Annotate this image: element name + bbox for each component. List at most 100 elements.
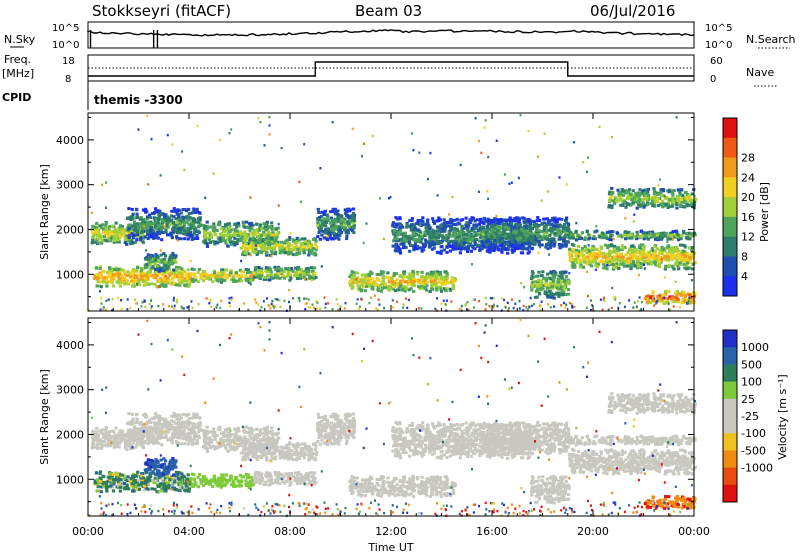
power-echo-cell <box>531 239 535 243</box>
power-echo-cell <box>405 280 409 284</box>
power-echo-cell <box>146 237 150 240</box>
power-echo-cell <box>658 249 662 253</box>
power-echo-cell <box>436 225 440 229</box>
power-echo-cell <box>617 258 621 262</box>
power-echo-cell <box>394 216 398 220</box>
power-echo-cell <box>671 251 675 255</box>
power-echo-cell <box>459 230 463 234</box>
power-echo-cell <box>689 232 693 236</box>
power-echo-cell <box>236 275 240 279</box>
power-echo-cell <box>329 216 333 220</box>
power-echo-cell <box>452 222 456 226</box>
power-echo-cell <box>612 247 616 251</box>
power-echo-cell <box>408 219 412 223</box>
power-echo-cell <box>521 231 525 234</box>
power-echo-cell <box>620 262 624 266</box>
power-speckle <box>196 124 199 128</box>
power-echo-cell <box>318 218 322 222</box>
power-echo-cell <box>611 199 615 203</box>
power-echo-cell <box>333 211 337 215</box>
power-echo-cell <box>425 284 429 288</box>
power-echo-cell <box>428 289 432 293</box>
power-echo-cell <box>141 273 146 277</box>
power-echo-cell <box>256 274 260 278</box>
power-echo-cell <box>297 251 301 255</box>
power-echo-cell <box>672 233 677 237</box>
power-echo-cell <box>112 276 116 280</box>
power-echo-cell <box>614 200 618 204</box>
power-echo-cell <box>171 281 175 285</box>
power-echo-cell <box>583 255 587 259</box>
power-echo-cell <box>336 213 340 216</box>
power-echo-cell <box>217 271 221 275</box>
power-echo-cell <box>363 284 367 288</box>
power-echo-cell <box>447 281 451 285</box>
power-echo-cell <box>680 255 684 259</box>
power-echo-cell <box>525 238 530 242</box>
power-speckle <box>653 297 656 300</box>
power-echo-cell <box>113 239 117 243</box>
power-echo-cell <box>592 256 596 260</box>
power-echo-cell <box>404 245 408 249</box>
power-echo-cell <box>237 279 241 283</box>
power-echo-cell <box>659 191 663 194</box>
power-echo-cell <box>370 277 374 281</box>
power-echo-cell <box>403 280 407 284</box>
power-echo-cell <box>186 231 190 235</box>
power-echo-cell <box>194 278 198 282</box>
power-echo-cell <box>631 260 636 263</box>
power-echo-cell <box>423 287 427 290</box>
power-echo-cell <box>614 246 618 250</box>
power-echo-cell <box>479 236 483 240</box>
power-echo-cell <box>394 239 398 243</box>
power-echo-cell <box>620 235 624 239</box>
power-echo-cell <box>296 266 301 269</box>
power-echo-cell <box>536 289 540 293</box>
power-echo-cell <box>148 273 152 277</box>
power-echo-cell <box>300 237 304 241</box>
power-echo-cell <box>98 233 102 237</box>
power-echo-cell <box>624 230 628 234</box>
power-echo-cell <box>440 277 444 281</box>
power-echo-cell <box>404 285 408 289</box>
power-echo-cell <box>411 226 415 230</box>
power-echo-cell <box>686 292 690 296</box>
power-echo-cell <box>437 216 441 220</box>
nave-label: Nave <box>746 66 774 79</box>
power-echo-cell <box>182 229 186 232</box>
power-echo-cell <box>297 271 301 275</box>
power-echo-cell <box>690 192 694 196</box>
power-echo-cell <box>610 262 614 266</box>
power-echo-cell <box>649 235 653 239</box>
power-echo-cell <box>512 242 517 245</box>
power-echo-cell <box>641 234 645 238</box>
power-echo-cell <box>551 229 555 233</box>
power-echo-cell <box>352 231 356 235</box>
power-echo-cell <box>590 246 594 250</box>
power-echo-cell <box>494 229 498 233</box>
power-echo-cell <box>316 235 320 238</box>
power-echo-cell <box>651 234 655 238</box>
power-speckle <box>243 302 246 305</box>
power-echo-cell <box>398 274 402 278</box>
power-speckle <box>459 163 462 167</box>
power-echo-cell <box>220 227 224 231</box>
power-echo-cell <box>371 285 375 289</box>
power-speckle <box>382 237 385 241</box>
power-echo-cell <box>531 276 535 280</box>
power-echo-cell <box>490 223 494 227</box>
power-echo-cell <box>135 238 139 242</box>
power-echo-cell <box>147 258 151 262</box>
power-echo-cell <box>397 231 401 235</box>
power-echo-cell <box>617 246 621 250</box>
power-speckle <box>259 120 262 124</box>
power-echo-cell <box>194 276 198 280</box>
power-echo-cell <box>113 232 117 236</box>
power-echo-cell <box>596 262 601 266</box>
power-echo-cell <box>99 241 103 245</box>
noise-search-label: N.Search <box>746 33 796 46</box>
power-echo-cell <box>193 237 197 241</box>
power-echo-cell <box>164 225 168 229</box>
power-echo-cell <box>659 188 663 192</box>
power-echo-cell <box>184 230 188 234</box>
